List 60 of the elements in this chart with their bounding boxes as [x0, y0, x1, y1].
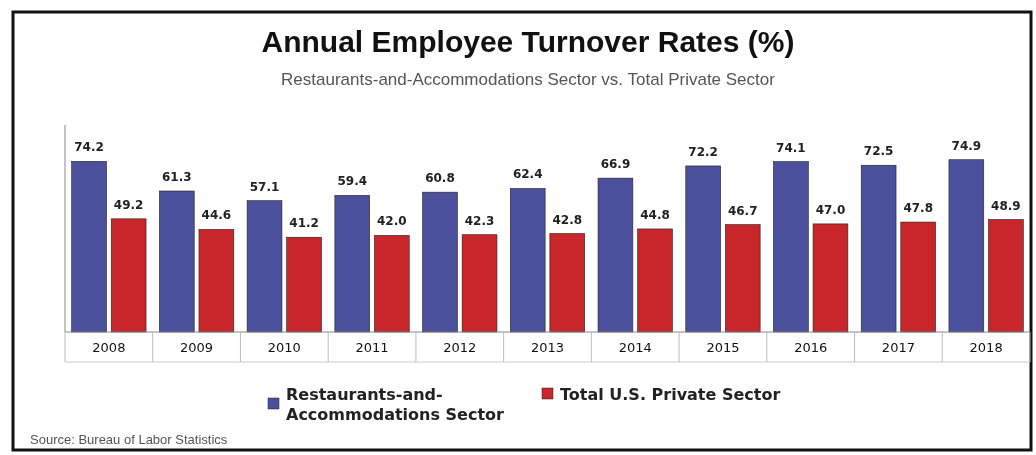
x-tick-label: 2011 [355, 340, 389, 355]
bar [860, 164, 897, 333]
data-label: 74.9 [951, 138, 982, 153]
bar [71, 161, 107, 333]
data-label: 41.2 [289, 216, 319, 231]
data-label: 62.4 [512, 167, 543, 182]
data-label: 74.2 [74, 140, 104, 155]
bar [812, 223, 849, 333]
bar [637, 228, 673, 333]
bar [597, 177, 634, 333]
data-label: 47.8 [903, 201, 933, 216]
data-label: 72.5 [863, 144, 894, 159]
x-tick-label: 2008 [92, 340, 126, 355]
x-tick-label: 2010 [267, 340, 301, 355]
bar [988, 219, 1024, 333]
bar [334, 195, 370, 333]
bar [725, 224, 761, 333]
legend-label: Total U.S. Private Sector [560, 385, 781, 404]
data-label: 61.3 [162, 170, 192, 185]
data-label: 57.1 [249, 179, 280, 194]
data-label: 42.8 [552, 212, 583, 227]
data-label: 60.8 [425, 171, 455, 186]
x-tick-label: 2014 [618, 340, 652, 355]
x-tick-label: 2009 [180, 340, 214, 355]
bar [510, 188, 546, 333]
bar [685, 165, 721, 333]
bar [246, 200, 283, 333]
x-tick-label: 2013 [530, 340, 565, 355]
bar [374, 235, 410, 333]
data-label: 59.4 [337, 174, 368, 189]
bar [948, 159, 985, 333]
data-label: 44.8 [640, 207, 670, 222]
bar [198, 229, 235, 333]
bar [110, 218, 147, 333]
data-label: 42.3 [464, 213, 495, 228]
chart-title: Annual Employee Turnover Rates (%) [261, 25, 795, 58]
bar [773, 161, 809, 333]
data-label: 47.0 [815, 202, 846, 217]
data-label: 74.1 [776, 140, 806, 155]
bar [286, 236, 322, 333]
data-label: 72.2 [688, 144, 718, 159]
bar [422, 191, 458, 333]
bar [461, 234, 498, 333]
legend-label: Restaurants-and-Accommodations Sector [286, 385, 505, 424]
x-tick-label: 2016 [794, 340, 828, 355]
x-tick-label: 2015 [706, 340, 740, 355]
bar [159, 190, 195, 333]
data-label: 48.9 [991, 198, 1021, 213]
bar [900, 221, 936, 333]
source-note: Source: Bureau of Labor Statistics [30, 432, 228, 447]
x-tick-label: 2018 [969, 340, 1003, 355]
data-label: 66.9 [600, 157, 631, 172]
x-tick-label: 2012 [443, 340, 477, 355]
data-label: 44.6 [201, 208, 232, 223]
data-label: 49.2 [113, 197, 144, 212]
x-tick-label: 2017 [881, 340, 915, 355]
data-label: 46.7 [727, 203, 758, 218]
chart-subtitle: Restaurants-and-Accommodations Sector vs. Total Private Sector [281, 70, 776, 89]
data-label: 42.0 [377, 214, 407, 229]
bar [549, 233, 585, 333]
